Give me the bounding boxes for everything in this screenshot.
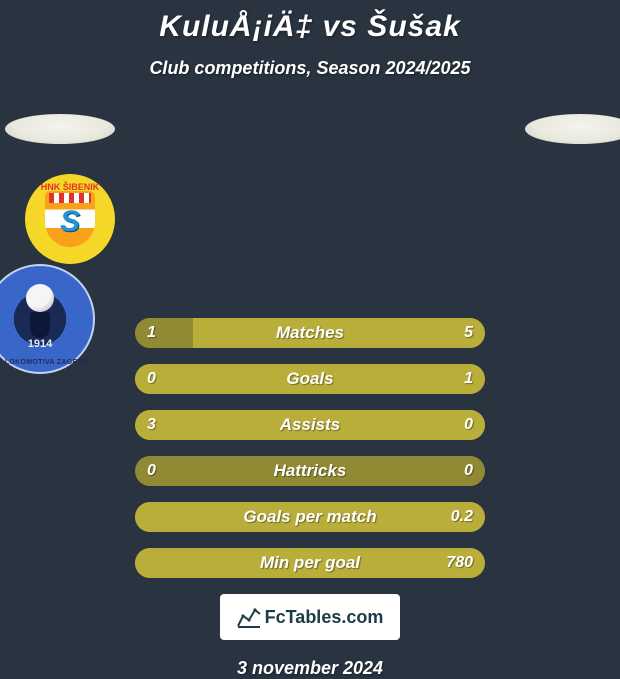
stat-bar-fill-left xyxy=(135,318,193,348)
ball-icon xyxy=(26,284,54,312)
stat-label: Goals per match xyxy=(243,507,376,527)
club-badge-left-letter: S xyxy=(60,205,80,239)
stat-bar: Goals per match 0.2 xyxy=(135,502,485,532)
fctables-logo-icon xyxy=(237,606,261,628)
comparison-panel: HNK ŠIBENIK S 1914 NK LOKOMOTIVA ZAGREB … xyxy=(0,114,620,679)
player-oval-right xyxy=(525,114,620,144)
chequer-icon xyxy=(49,193,91,203)
stat-value-left: 3 xyxy=(147,416,156,434)
stat-label: Goals xyxy=(286,369,333,389)
stat-bar: 3 Assists 0 xyxy=(135,410,485,440)
club-badge-right-year: 1914 xyxy=(0,338,93,350)
trophy-icon xyxy=(30,312,50,338)
fctables-badge: FcTables.com xyxy=(220,594,400,640)
stat-value-left: 0 xyxy=(147,462,156,480)
snapshot-date: 3 november 2024 xyxy=(0,658,620,679)
player-oval-left xyxy=(5,114,115,144)
page-subtitle: Club competitions, Season 2024/2025 xyxy=(0,58,620,79)
fctables-label: FcTables.com xyxy=(265,607,384,628)
stat-value-right: 1 xyxy=(464,370,473,388)
page-title: KuluÅ¡iÄ‡ vs Šušak xyxy=(0,10,620,44)
stat-bar: 0 Hattricks 0 xyxy=(135,456,485,486)
stat-label: Min per goal xyxy=(260,553,360,573)
stat-bar: 1 Matches 5 xyxy=(135,318,485,348)
stat-bar: Min per goal 780 xyxy=(135,548,485,578)
club-badge-right: 1914 NK LOKOMOTIVA ZAGREB xyxy=(0,264,95,374)
shield-icon: S xyxy=(45,191,95,247)
stat-value-left: 0 xyxy=(147,370,156,388)
stat-value-right: 0 xyxy=(464,416,473,434)
stat-bar: 0 Goals 1 xyxy=(135,364,485,394)
stat-value-left: 1 xyxy=(147,324,156,342)
stat-value-right: 780 xyxy=(446,554,473,572)
club-badge-left: HNK ŠIBENIK S xyxy=(25,174,115,264)
stat-label: Matches xyxy=(276,323,344,343)
stat-label: Assists xyxy=(280,415,340,435)
stat-label: Hattricks xyxy=(274,461,347,481)
club-badge-right-label: NK LOKOMOTIVA ZAGREB xyxy=(0,359,93,366)
stat-bars: 1 Matches 5 0 Goals 1 3 Assists 0 0 Hattricks 0 Goal… xyxy=(135,314,485,578)
stat-value-right: 5 xyxy=(464,324,473,342)
stat-value-right: 0.2 xyxy=(451,508,473,526)
stat-value-right: 0 xyxy=(464,462,473,480)
